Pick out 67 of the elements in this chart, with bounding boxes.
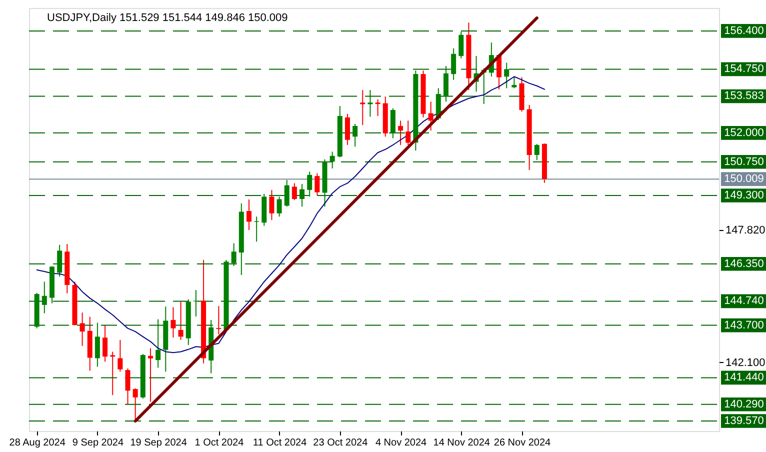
candlestick (443, 65, 448, 102)
candlestick (375, 98, 380, 117)
candlestick (428, 101, 434, 132)
candlestick (170, 306, 176, 338)
candlestick (307, 171, 312, 198)
x-tick-label: 14 Nov 2024 (433, 438, 490, 448)
candlestick (458, 31, 464, 59)
candlestick (390, 108, 396, 139)
candlestick (254, 216, 260, 242)
candlestick (344, 113, 350, 146)
x-tick-label: 23 Oct 2024 (313, 438, 368, 448)
ref-line-label: 144.740 (724, 295, 764, 308)
line-series (36, 76, 545, 354)
candlestick (42, 281, 47, 314)
x-tick-label: 4 Nov 2024 (375, 438, 428, 448)
candlestick (125, 368, 130, 405)
candlestick (284, 179, 290, 208)
x-tick-label: 11 Oct 2024 (252, 438, 308, 448)
ref-line-label: 140.290 (724, 398, 764, 410)
candlestick (352, 123, 358, 148)
candlestick (193, 290, 198, 317)
candlestick (406, 120, 411, 146)
ref-line-label: 146.350 (724, 258, 764, 270)
candlestick (330, 151, 335, 169)
ref-line-label: 156.400 (724, 24, 764, 37)
ref-line-label: 143.700 (724, 319, 764, 332)
candlestick (156, 318, 161, 368)
ref-line-label: 152.000 (724, 126, 764, 139)
ref-line-label: 154.750 (724, 63, 764, 76)
candlestick (451, 48, 456, 80)
candlestick (148, 348, 153, 402)
ref-line-label: 150.750 (724, 156, 764, 168)
candlestick (300, 183, 305, 208)
candlestick (292, 182, 297, 200)
candlestick (94, 322, 100, 368)
candlestick (110, 351, 116, 396)
candlestick (368, 90, 373, 118)
candlestick (314, 172, 320, 196)
candlestick (231, 242, 236, 266)
candlestick (246, 198, 252, 231)
x-tick-label: 28 Aug 2024 (9, 438, 66, 448)
candlestick (102, 324, 108, 362)
ref-line-label: 149.300 (724, 190, 764, 202)
candlestick (269, 189, 274, 221)
ref-line-label: 139.570 (724, 415, 764, 428)
y-tick-label: 147.820 (726, 224, 766, 236)
ref-line-label: 153.583 (724, 90, 764, 102)
candlestick (132, 388, 138, 422)
candlestick (118, 339, 123, 372)
candlestick (512, 76, 517, 89)
candlestick (178, 301, 184, 340)
candlestick (504, 62, 510, 89)
y-tick-label: 142.100 (726, 356, 766, 369)
chart-title: USDJPY,Daily 151.529 151.544 149.846 150.009 (47, 12, 288, 24)
x-tick-label: 9 Sep 2024 (72, 438, 124, 448)
candlestick (276, 196, 282, 218)
ref-line-label: 141.440 (724, 372, 764, 384)
candlestick (534, 144, 540, 161)
x-tick-label: 1 Oct 2024 (194, 438, 244, 448)
x-tick-label: 19 Sep 2024 (130, 438, 188, 448)
candlestick (216, 306, 222, 335)
candlestick (398, 120, 404, 146)
candlestick (57, 244, 62, 278)
ref-line-label: 150.009 (724, 173, 764, 186)
candlestick (80, 312, 85, 346)
x-tick-label: 26 Nov 2024 (494, 438, 552, 448)
candlestick (360, 90, 366, 126)
